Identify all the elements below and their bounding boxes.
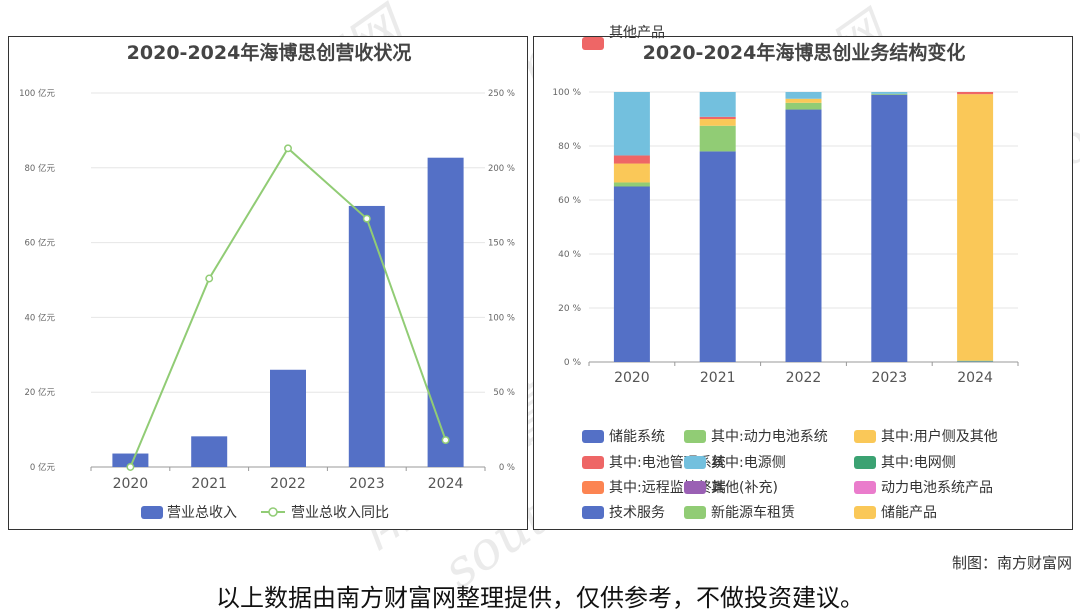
y-tick-label: 100 %	[552, 88, 581, 98]
y-tick-label-right: 100 %	[488, 313, 515, 323]
x-tick-label: 2022	[270, 476, 306, 492]
growth-point	[362, 214, 371, 223]
stacked-bar-segment	[957, 94, 994, 361]
x-tick-label: 2021	[191, 476, 227, 492]
legend-label: 储能产品	[881, 505, 937, 521]
legend-swatch	[582, 456, 604, 469]
legend-label: 其中:远程监控终端	[609, 480, 726, 496]
y-tick-label-right: 250 %	[488, 89, 515, 99]
y-tick-label-left: 0 亿元	[30, 462, 56, 473]
legend-label: 技术服务	[609, 505, 665, 521]
y-tick-label: 60 %	[558, 196, 581, 206]
y-tick-label-left: 60 亿元	[24, 238, 55, 249]
stacked-bar-segment	[613, 182, 650, 187]
y-tick-label: 80 %	[558, 142, 581, 152]
stacked-bar-segment	[699, 125, 736, 152]
stacked-bar-segment	[871, 94, 908, 362]
business-structure-chart: 2020-2024年海博思创业务结构变化 0 % 20 % 40 % 60 % 80 % 1…	[552, 25, 1019, 521]
y-tick-label: 40 %	[558, 250, 581, 260]
x-tick-label: 2024	[428, 476, 464, 492]
legend-swatch	[582, 506, 604, 519]
revenue-chart-panel: 2020-2024年海博思创营收状况 0 亿元 0 % 20 亿元 50 % 40 亿元 1…	[8, 36, 528, 530]
y-tick-label: 20 %	[558, 304, 581, 314]
chart-title: 2020-2024年海博思创营收状况	[127, 41, 412, 64]
chart-title: 2020-2024年海博思创业务结构变化	[643, 41, 966, 64]
stacked-bar-segment	[871, 93, 908, 95]
x-tick-label: 2022	[786, 370, 822, 386]
chart-credit: 制图：南方财富网	[951, 554, 1072, 572]
legend-label: 其中:电源侧	[711, 455, 786, 471]
stacked-bar-segment	[613, 186, 650, 362]
x-tick-label: 2023	[871, 370, 907, 386]
legend-swatch	[854, 481, 876, 494]
stacked-bar-segment	[613, 155, 650, 164]
legend-label-revenue: 营业总收入	[167, 505, 237, 521]
legend-swatch	[582, 481, 604, 494]
revenue-bar	[348, 205, 385, 467]
legend-label: 其中:电池管理系统	[609, 455, 726, 471]
legend-label: 其他(补充)	[711, 480, 778, 496]
stacked-bar-segment	[957, 360, 994, 362]
stacked-bar-segment	[957, 361, 994, 362]
x-tick-label: 2021	[700, 370, 736, 386]
legend-swatch	[684, 430, 706, 443]
y-tick-label-left: 20 亿元	[24, 387, 55, 398]
stacked-bar-segment	[785, 92, 822, 99]
revenue-bar	[191, 436, 228, 467]
stacked-bar-segment	[699, 119, 736, 126]
revenue-bar	[427, 157, 464, 467]
legend-label-growth: 营业总收入同比	[291, 505, 389, 521]
x-tick-label: 2020	[614, 370, 650, 386]
x-tick-label: 2020	[113, 476, 149, 492]
growth-point	[441, 436, 450, 445]
y-tick-label-left: 80 亿元	[24, 163, 55, 174]
legend-swatch	[582, 37, 604, 50]
revenue-bar	[270, 369, 306, 467]
legend-swatch	[684, 481, 706, 494]
y-tick-label-right: 50 %	[493, 388, 515, 398]
legend-swatch	[854, 430, 876, 443]
stacked-bar-segment	[613, 92, 650, 156]
revenue-chart: 2020-2024年海博思创营收状况 0 亿元 0 % 20 亿元 50 % 40 亿元 1…	[19, 41, 515, 521]
stacked-bar-segment	[613, 163, 650, 183]
legend-swatch-revenue	[141, 506, 163, 519]
stacked-bar-segment	[785, 109, 822, 362]
legend-label: 其中:电网侧	[881, 455, 956, 471]
y-tick-label-left: 100 亿元	[19, 88, 55, 99]
legend-label: 动力电池系统产品	[881, 480, 993, 496]
stacked-bar-segment	[699, 92, 736, 117]
legend-label: 其中:用户侧及其他	[881, 428, 998, 445]
legend-swatch	[854, 456, 876, 469]
y-tick-label-right: 0 %	[499, 463, 515, 473]
y-tick-label-left: 40 亿元	[24, 312, 55, 323]
stacked-bar-segment	[871, 92, 908, 94]
legend-label: 储能系统	[609, 429, 665, 445]
business-structure-chart-panel: 2020-2024年海博思创业务结构变化 0 % 20 % 40 % 60 % 80 % 1…	[533, 25, 1073, 530]
stacked-bar-segment	[785, 102, 822, 110]
stacked-bar-segment	[699, 151, 736, 362]
growth-point	[205, 274, 214, 283]
stacked-bar-segment	[957, 92, 994, 95]
revenue-bar	[112, 453, 149, 467]
legend-swatch	[854, 506, 876, 519]
y-tick-label: 0 %	[564, 358, 582, 368]
legend-label: 其中:动力电池系统	[711, 429, 828, 445]
legend-label: 新能源车租赁	[711, 504, 795, 521]
legend-swatch	[684, 506, 706, 519]
x-tick-label: 2023	[349, 476, 385, 492]
legend-marker-growth	[268, 507, 278, 517]
stacked-bar-segment	[699, 116, 736, 119]
stacked-bar-segment	[785, 98, 822, 103]
x-tick-label: 2024	[957, 370, 993, 386]
growth-point	[284, 144, 292, 153]
legend-swatch	[684, 456, 706, 469]
y-tick-label-right: 200 %	[488, 164, 515, 174]
disclaimer-text: 以上数据由南方财富网整理提供，仅供参考，不做投资建议。	[216, 584, 864, 612]
y-tick-label-right: 150 %	[488, 239, 515, 249]
legend-label: 其他产品	[609, 25, 665, 41]
growth-point	[126, 463, 135, 471]
legend-swatch	[582, 430, 604, 443]
